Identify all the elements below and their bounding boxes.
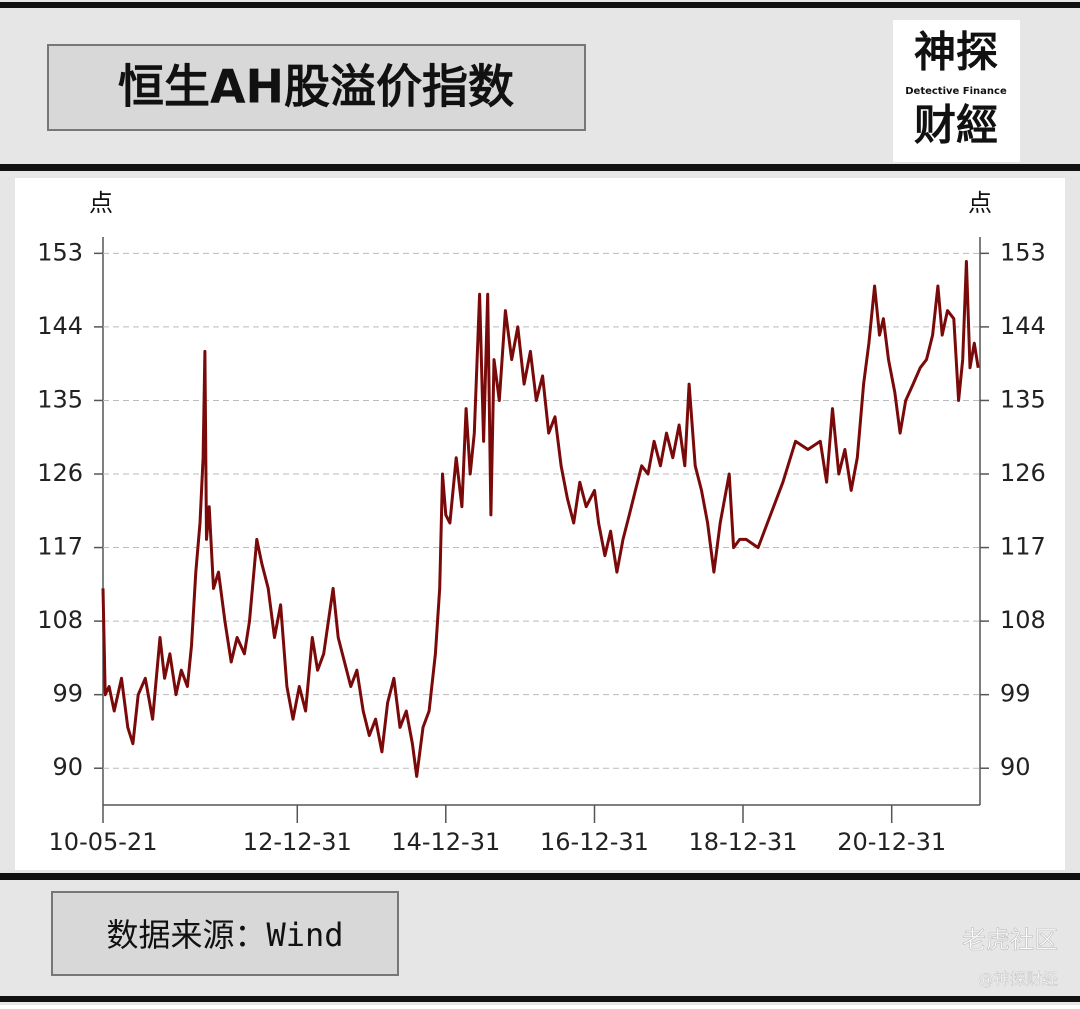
rule <box>0 996 1080 1002</box>
source: 数据来源：Wind <box>106 916 343 954</box>
y2-tick-label: 144 <box>1000 312 1046 340</box>
logo-text: 财經 <box>914 101 998 150</box>
rule <box>0 2 1080 8</box>
x-tick-label: 16-12-31 <box>540 828 649 856</box>
y2-tick-label: 153 <box>1000 238 1046 266</box>
y-tick-label: 90 <box>52 753 83 781</box>
watermark: @神探财经 <box>978 970 1058 989</box>
y-tick-label: 126 <box>37 459 83 487</box>
y2-tick-label: 90 <box>1000 753 1031 781</box>
y-tick-label: 99 <box>52 680 83 708</box>
y-tick-label: 108 <box>37 606 83 634</box>
y-tick-label: 153 <box>37 238 83 266</box>
y2-tick-label: 99 <box>1000 680 1031 708</box>
y2-tick-label: 117 <box>1000 533 1046 561</box>
y2-tick-label: 126 <box>1000 459 1046 487</box>
y2-axis-label: 点 <box>968 189 992 217</box>
y-tick-label: 144 <box>37 312 83 340</box>
x-tick-label: 12-12-31 <box>243 828 352 856</box>
y2-tick-label: 108 <box>1000 606 1046 634</box>
y-axis-label: 点 <box>89 189 113 217</box>
y-tick-label: 135 <box>37 385 83 413</box>
y-tick-label: 117 <box>37 533 83 561</box>
rule <box>0 164 1080 171</box>
chart-title: 恒生AH股溢价指数 <box>118 60 514 114</box>
logo <box>893 20 1020 162</box>
watermark: 老虎社区 <box>962 926 1058 954</box>
x-tick-label: 20-12-31 <box>837 828 946 856</box>
x-tick-label: 18-12-31 <box>689 828 798 856</box>
title-box <box>47 44 586 131</box>
y2-tick-label: 135 <box>1000 385 1046 413</box>
x-tick-label: 10-05-21 <box>49 828 158 856</box>
chart-panel <box>15 178 1065 870</box>
line <box>101 260 980 778</box>
plot: 90 99 108 117 126 135 144 153 90 99 108 117 126 135 14… <box>37 237 1046 856</box>
source-box <box>51 891 399 976</box>
rule <box>0 873 1080 880</box>
logo-text: 神探 <box>914 28 998 77</box>
x-tick-label: 14-12-31 <box>391 828 500 856</box>
logo-text: Detective Finance <box>905 86 1007 97</box>
